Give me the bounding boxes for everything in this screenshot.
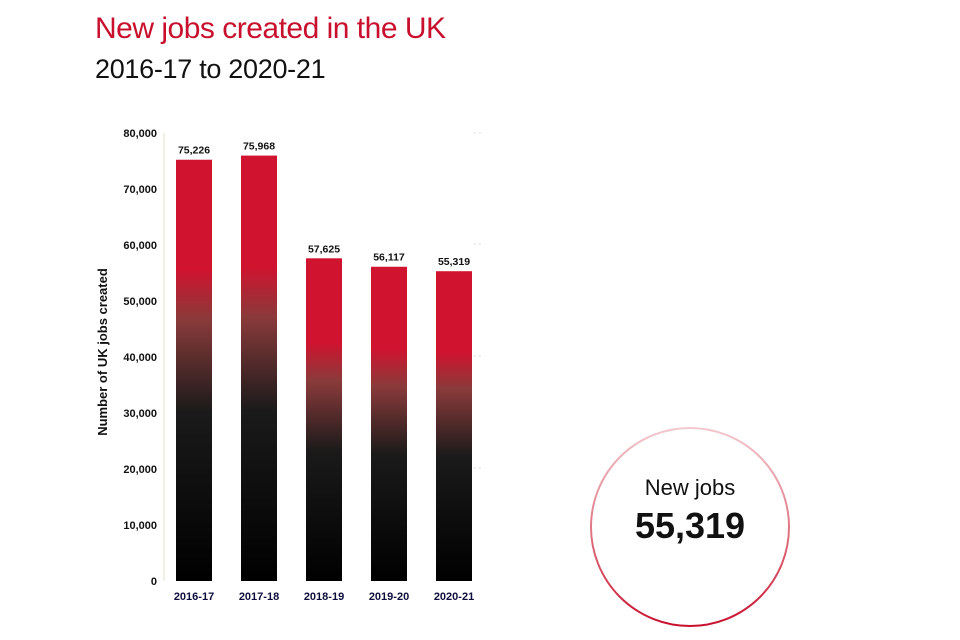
- x-tick-label: 2017-18: [239, 591, 279, 603]
- x-tick-label: 2020-21: [434, 591, 474, 603]
- callout-label: New jobs: [645, 475, 735, 500]
- bar-2020-21: [436, 271, 472, 581]
- new-jobs-callout: New jobs 55,319: [590, 427, 790, 627]
- y-tick-label: 60,000: [123, 240, 157, 252]
- y-tick-label: 70,000: [123, 184, 157, 196]
- y-tick-label: 30,000: [123, 408, 157, 420]
- y-axis-label: Number of UK jobs created: [95, 268, 110, 436]
- y-tick-label: 50,000: [123, 296, 157, 308]
- x-tick-label: 2016-17: [174, 591, 214, 603]
- callout-value: 55,319: [635, 505, 745, 546]
- y-tick-label: 80,000: [123, 128, 157, 140]
- data-label: 57,625: [308, 243, 340, 255]
- data-label: 56,117: [373, 252, 405, 264]
- y-tick-label: 40,000: [123, 352, 157, 364]
- data-label: 55,319: [438, 256, 470, 268]
- page-subtitle: 2016-17 to 2020-21: [95, 54, 326, 84]
- page-title: New jobs created in the UK: [95, 12, 446, 45]
- bar-2016-17: [176, 159, 212, 581]
- callout-ring: [590, 427, 790, 627]
- x-tick-label: 2018-19: [304, 591, 344, 603]
- data-label: 75,226: [178, 145, 210, 157]
- data-label: 75,968: [243, 141, 275, 153]
- bar-2019-20: [371, 266, 407, 581]
- y-tick-label: 0: [151, 576, 157, 588]
- y-tick-label: 20,000: [123, 464, 157, 476]
- x-tick-label: 2019-20: [369, 591, 409, 603]
- y-tick-label: 10,000: [123, 520, 157, 532]
- bar-2018-19: [306, 258, 342, 581]
- bar-2017-18: [241, 155, 277, 581]
